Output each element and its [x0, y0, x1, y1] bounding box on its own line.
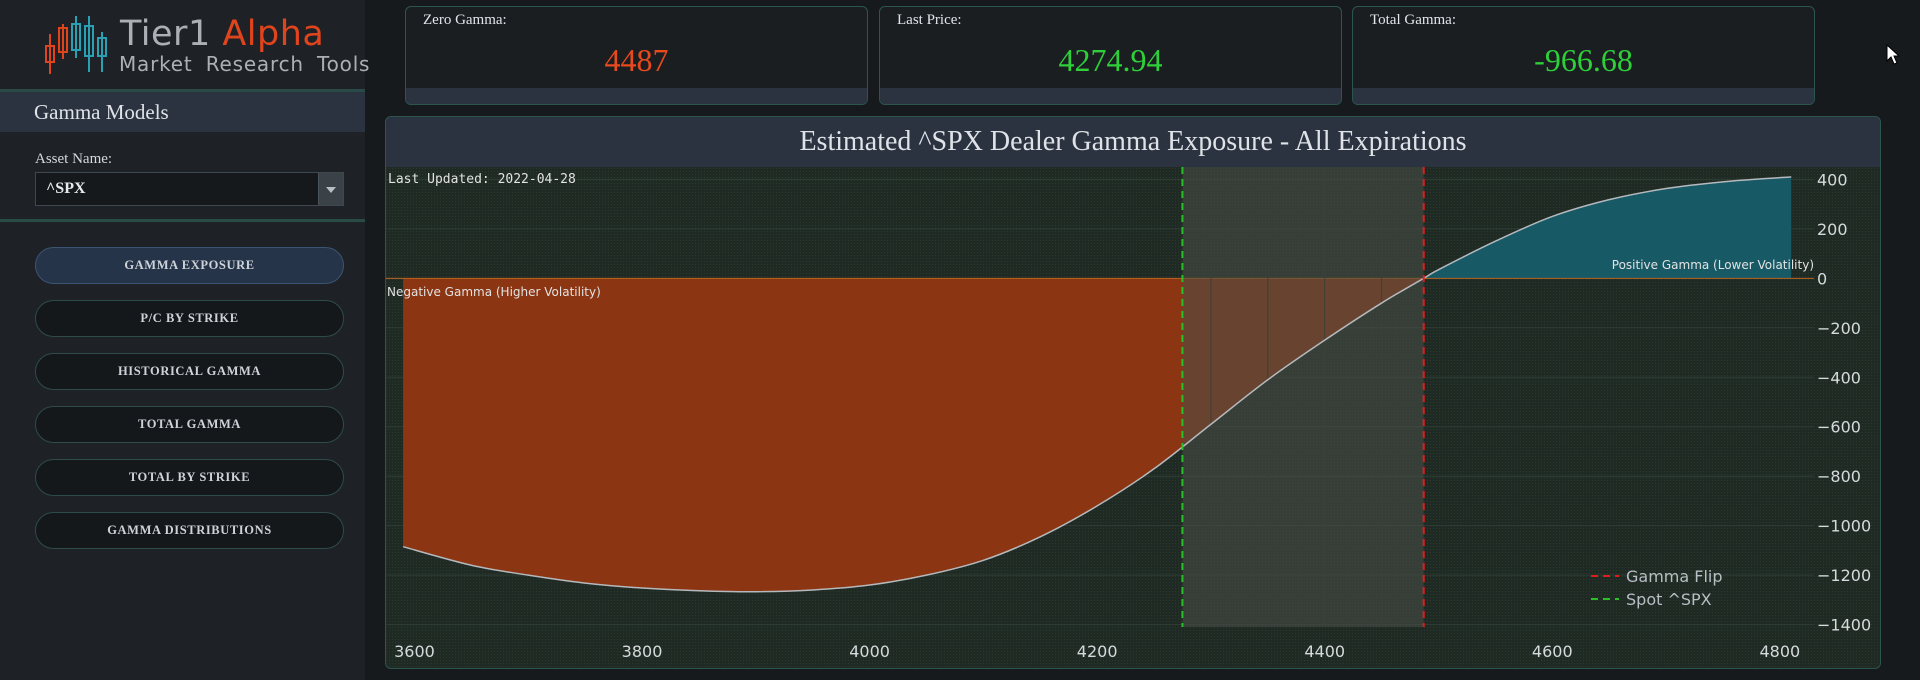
asset-label: Asset Name: [35, 151, 113, 167]
y-tick-label: 0 [1817, 269, 1827, 288]
chevron-down-icon[interactable] [318, 173, 343, 205]
zero-gamma-card: Zero Gamma: 4487 [405, 6, 868, 105]
nav-total-by-strike-button[interactable]: TOTAL BY STRIKE [35, 459, 344, 496]
chart-title: Estimated ^SPX Dealer Gamma Exposure - A… [386, 117, 1880, 167]
logo: Tier1 Alpha Market Research Tools [44, 14, 369, 76]
gamma-exposure-chart-panel: 3600 3800 4000 4200 4400 4600 4800 400 200 0 −200 −… [385, 116, 1881, 669]
x-tick-label: 4400 [1304, 642, 1345, 661]
last-price-card: Last Price: 4274.94 [879, 6, 1342, 105]
card-label: Last Price: [897, 12, 962, 28]
card-label: Zero Gamma: [423, 12, 507, 28]
spot-to-flip-shade [1182, 167, 1424, 627]
y-tick-label: −400 [1817, 368, 1861, 387]
gamma-exposure-chart[interactable]: 3600 3800 4000 4200 4400 4600 4800 400 200 0 −200 −… [386, 117, 1881, 669]
nav-total-gamma-button[interactable]: TOTAL GAMMA [35, 406, 344, 443]
mouse-cursor-icon [1886, 44, 1900, 65]
brand-tagline: Market Research Tools [119, 52, 371, 76]
legend-spot-label: Spot ^SPX [1626, 590, 1712, 609]
y-tick-label: −600 [1817, 418, 1861, 437]
card-value: -966.68 [1534, 42, 1633, 78]
sidebar: Tier1 Alpha Market Research Tools Gamma … [0, 0, 369, 680]
y-tick-label: −1400 [1817, 616, 1871, 635]
negative-gamma-area [403, 278, 1424, 592]
x-tick-label: 4800 [1760, 642, 1801, 661]
section-header: Gamma Models [0, 92, 365, 132]
card-value: 4487 [604, 42, 669, 78]
candlestick-logo-icon [45, 16, 107, 74]
card-label: Total Gamma: [1370, 12, 1457, 28]
nav-pc-by-strike-button[interactable]: P/C BY STRIKE [35, 300, 344, 337]
x-tick-label: 4600 [1532, 642, 1573, 661]
nav-gamma-distributions-button[interactable]: GAMMA DISTRIBUTIONS [35, 512, 344, 549]
card-footer [880, 88, 1341, 104]
negative-gamma-annotation: Negative Gamma (Higher Volatility) [387, 285, 601, 299]
legend-gamma-flip-label: Gamma Flip [1626, 567, 1723, 586]
asset-select[interactable]: ^SPX [35, 172, 344, 206]
x-tick-label: 4000 [849, 642, 890, 661]
divider [0, 89, 365, 92]
divider [0, 219, 365, 222]
brand-name: Tier1 Alpha [120, 14, 325, 54]
y-tick-label: 400 [1817, 170, 1848, 189]
x-tick-label: 3600 [394, 642, 435, 661]
nav-historical-gamma-button[interactable]: HISTORICAL GAMMA [35, 353, 344, 390]
card-value: 4274.94 [1058, 42, 1163, 78]
last-updated-label: Last Updated: 2022-04-28 [388, 172, 576, 187]
section-title: Gamma Models [34, 100, 169, 124]
x-tick-label: 4200 [1077, 642, 1118, 661]
positive-gamma-annotation: Positive Gamma (Lower Volatility) [1612, 258, 1814, 272]
card-footer [1353, 88, 1814, 104]
y-tick-label: −200 [1817, 319, 1861, 338]
total-gamma-card: Total Gamma: -966.68 [1352, 6, 1815, 105]
y-tick-label: −1000 [1817, 517, 1871, 536]
x-tick-label: 3800 [622, 642, 663, 661]
y-tick-label: −800 [1817, 467, 1861, 486]
card-footer [406, 88, 867, 104]
gamma-exposure-line[interactable] [402, 176, 1792, 593]
nav-gamma-exposure-button[interactable]: GAMMA EXPOSURE [35, 247, 344, 284]
y-tick-label: −1200 [1817, 566, 1871, 585]
chart-legend: Gamma Flip Spot ^SPX [1591, 567, 1723, 609]
y-tick-label: 200 [1817, 220, 1848, 239]
asset-value: ^SPX [46, 180, 86, 197]
positive-gamma-area [1423, 176, 1792, 279]
